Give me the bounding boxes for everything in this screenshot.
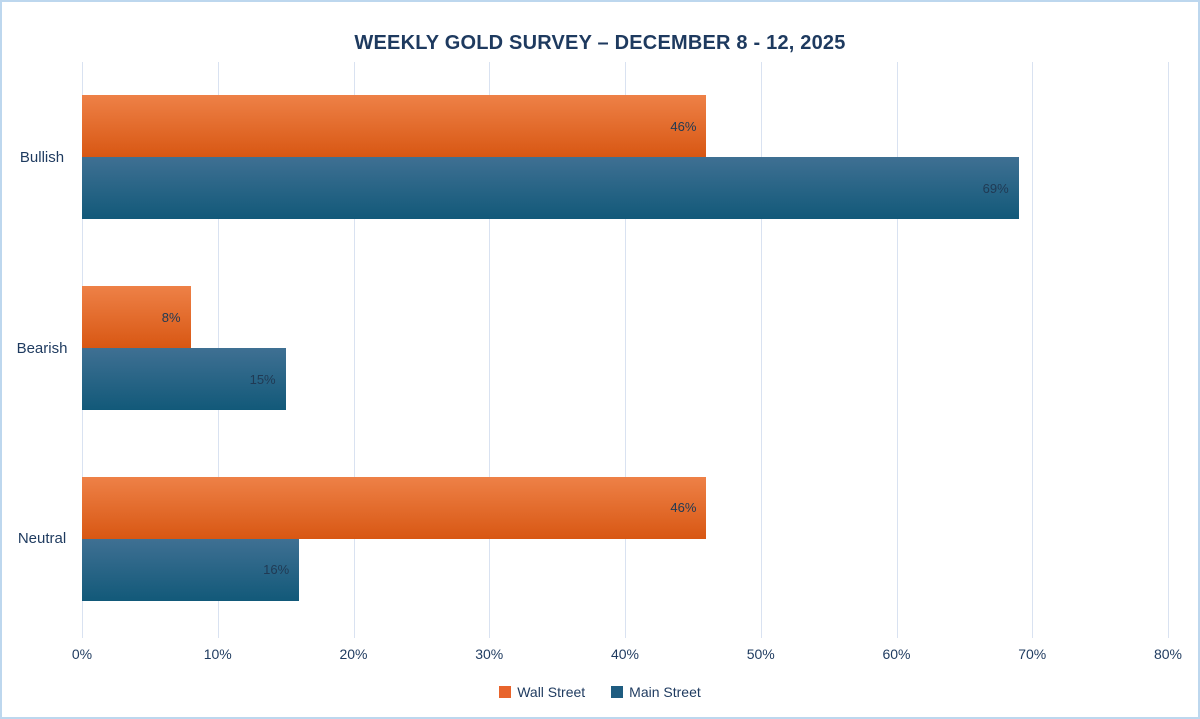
- x-axis: 0% 10% 20% 30% 40% 50% 60% 70% 80%: [72, 646, 1182, 666]
- x-axis-tick-label: 50%: [746, 646, 775, 662]
- bar-value-label: 46%: [670, 500, 697, 516]
- gridline: [489, 62, 491, 638]
- legend-item-wall-street: Wall Street: [499, 684, 585, 700]
- gridline: [1032, 62, 1034, 638]
- bar-group-bullish: 46% 69%: [82, 62, 1168, 253]
- category-label-bearish: Bearish: [16, 339, 68, 357]
- x-axis-tick-label: 10%: [203, 646, 232, 662]
- bar-main-street-bullish: 69%: [82, 157, 1019, 220]
- x-axis-tick-label: 40%: [610, 646, 640, 662]
- gridline: [896, 62, 898, 638]
- category-axis: Bullish Bearish Neutral: [2, 62, 82, 634]
- bar-group-neutral: 46% 16%: [82, 443, 1168, 634]
- legend: Wall Street Main Street: [2, 684, 1198, 700]
- gridline: [353, 62, 355, 638]
- bar-group-bearish: 8% 15%: [82, 253, 1168, 444]
- bar-value-label: 15%: [249, 371, 276, 387]
- chart-title: WEEKLY GOLD SURVEY – DECEMBER 8 - 12, 20…: [354, 32, 846, 54]
- gridline: [625, 62, 626, 638]
- bar-main-street-neutral: 16%: [82, 538, 300, 601]
- bar-wall-street-bearish: 8%: [82, 286, 191, 348]
- bar-value-label: 69%: [982, 180, 1009, 196]
- category-label-neutral: Neutral: [17, 530, 67, 548]
- legend-swatch-wall-street: [499, 686, 512, 698]
- x-axis-tick-label: 20%: [339, 646, 368, 662]
- bar-main-street-bearish: 15%: [82, 348, 286, 410]
- x-axis-tick-label: 60%: [882, 646, 911, 662]
- bar-value-label: 8%: [161, 309, 181, 325]
- bar-value-label: 46%: [670, 118, 697, 134]
- legend-label-wall-street: Wall Street: [517, 684, 586, 700]
- bar-value-label: 16%: [263, 562, 290, 578]
- category-label-bullish: Bullish: [19, 148, 65, 166]
- bar-groups-layer: 46% 69% 8% 15% 46% 16%: [82, 62, 1168, 634]
- legend-swatch-main-street: [611, 686, 624, 698]
- legend-label-main-street: Main Street: [629, 684, 701, 700]
- bar-wall-street-neutral: 46%: [82, 476, 707, 539]
- x-axis-tick-label: 70%: [1018, 646, 1047, 662]
- gridline: [760, 62, 762, 638]
- x-axis-tick-label: 0%: [71, 646, 93, 662]
- legend-item-main-street: Main Street: [611, 684, 701, 700]
- x-axis-tick-label: 80%: [1153, 646, 1183, 662]
- x-axis-tick-label: 30%: [475, 646, 504, 662]
- bar-wall-street-bullish: 46%: [82, 95, 707, 158]
- gridline: [1168, 62, 1169, 638]
- plot-area: 46% 69% 8% 15% 46% 16%: [82, 62, 1169, 638]
